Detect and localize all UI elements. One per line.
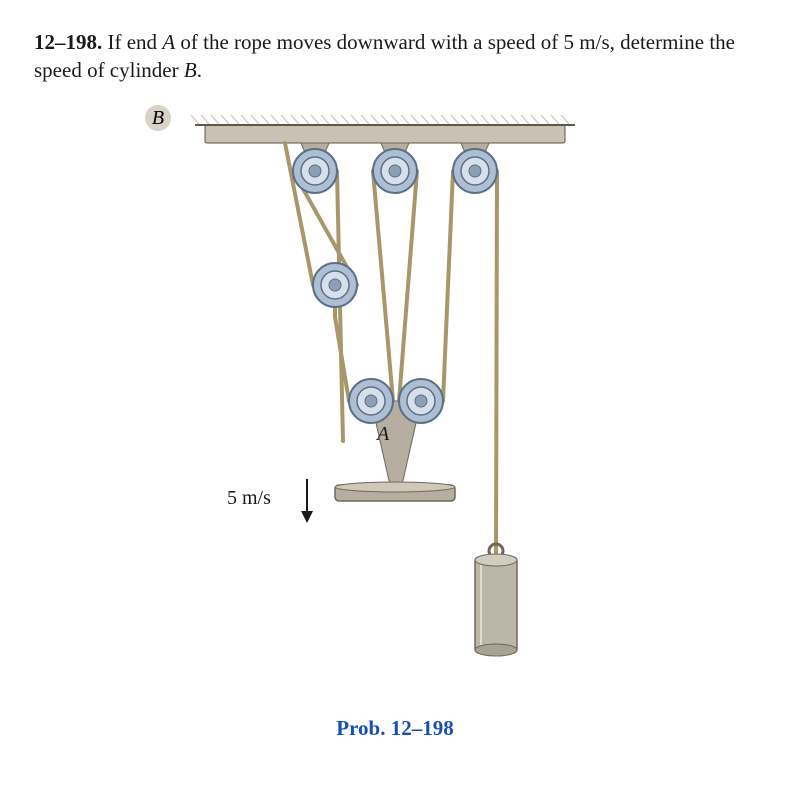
problem-statement: 12–198. If end A of the rope moves downw… — [34, 28, 756, 85]
var-A: A — [162, 30, 175, 54]
var-B: B — [184, 58, 197, 82]
label-A: A — [377, 423, 389, 446]
figure: A 5 m/s B Prob. 12–198 — [145, 105, 645, 745]
label-speed: 5 m/s — [227, 487, 271, 510]
problem-text-3: . — [197, 58, 202, 82]
problem-text-1: If end — [102, 30, 162, 54]
problem-number: 12–198. — [34, 30, 102, 54]
pulley-diagram — [145, 105, 645, 745]
figure-caption: Prob. 12–198 — [145, 716, 645, 741]
down-arrow-icon — [299, 477, 315, 523]
